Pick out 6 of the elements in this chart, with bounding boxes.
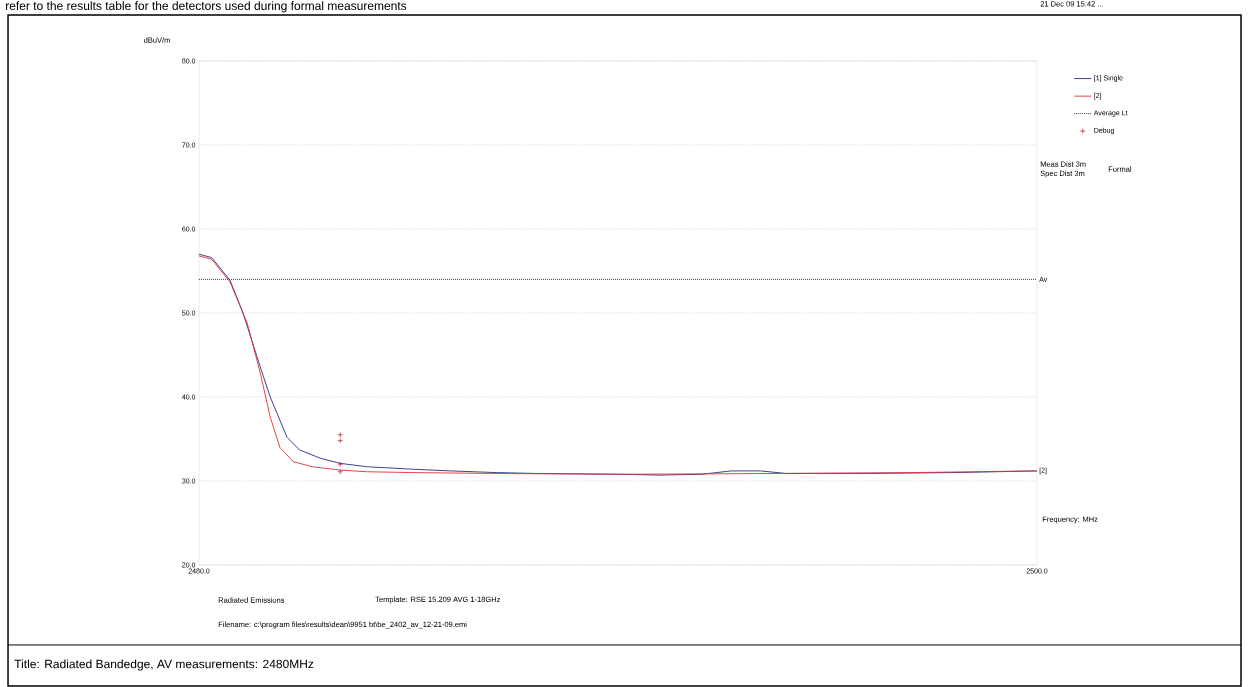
point bbox=[337, 461, 344, 468]
point bbox=[337, 437, 344, 444]
point bbox=[337, 431, 344, 438]
text: refer to the results table for the detectors used during formal measurements bbox=[6, 1, 407, 13]
point bbox=[337, 468, 344, 475]
text: Title: Radiated Bandedge, AV measurements: 2480MHz bbox=[14, 659, 314, 671]
